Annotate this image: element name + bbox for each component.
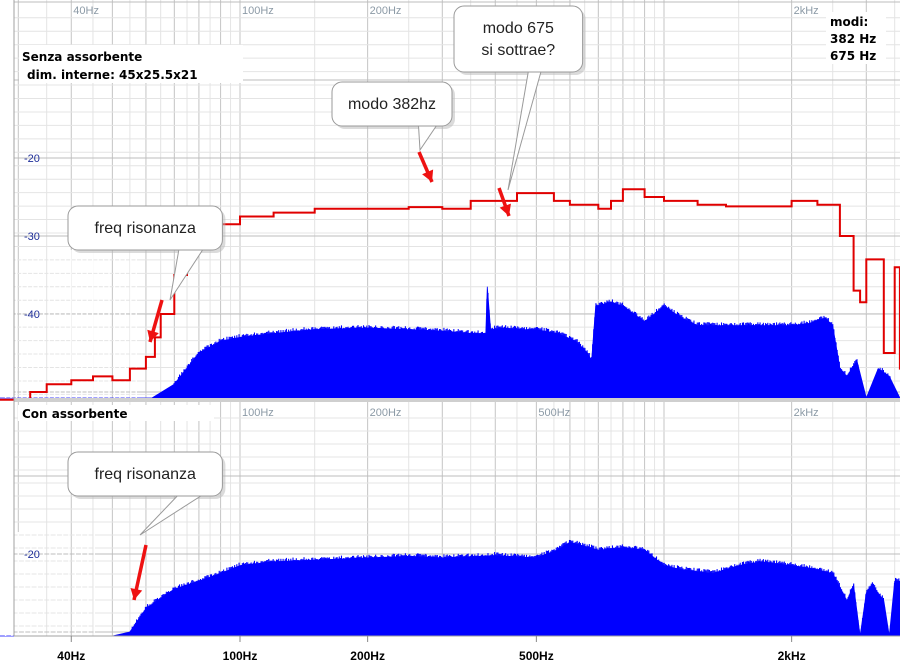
annotation-callout: freq risonanza — [67, 205, 226, 301]
top-panel-title: Senza assorbente — [22, 50, 142, 64]
x-axis-label: 500Hz — [519, 649, 554, 663]
x-axis-label: 100Hz — [223, 649, 258, 663]
callout-box — [67, 451, 223, 497]
top-panel-labels: Senza assorbente dim. interne: 45x25.5x2… — [19, 12, 886, 83]
legend-background — [826, 12, 886, 64]
annotation-callout: modo 382hz — [331, 81, 455, 152]
third-octave-response — [0, 188, 900, 401]
y-tick-label: -20 — [24, 549, 40, 561]
x-axis-label: 200Hz — [350, 649, 385, 663]
annotation-callout: modo 675 si sottrae? — [453, 5, 586, 191]
x-tick-label: 500Hz — [538, 407, 570, 419]
x-axis-label: 40Hz — [57, 649, 85, 663]
legend-entry-675: 675 Hz — [830, 49, 876, 63]
red-arrow-head — [499, 203, 511, 216]
top-panel-subtitle: dim. interne: 45x25.5x21 — [27, 68, 198, 82]
callout-text: freq risonanza — [95, 220, 196, 237]
x-tick-label: 2kHz — [794, 5, 819, 17]
callout-box — [453, 5, 584, 73]
y-tick-label: -40 — [24, 309, 40, 321]
y-tick-label: -20 — [24, 153, 40, 165]
callout-text: modo 382hz — [348, 96, 436, 113]
x-tick-label: 200Hz — [370, 5, 402, 17]
annotation-callout: freq risonanza — [67, 451, 226, 536]
callout-text: si sottrae? — [481, 42, 555, 59]
x-tick-label: 40Hz — [73, 5, 99, 17]
panel-separator — [14, 398, 900, 402]
bottom-panel-labels: Con assorbente — [18, 405, 214, 421]
x-axis-label: 2kHz — [778, 649, 806, 663]
bottom-panel-title: Con assorbente — [22, 407, 127, 421]
y-tick-label: -30 — [24, 231, 40, 243]
red-arrow-head — [130, 587, 143, 600]
callout-text: freq risonanza — [95, 466, 196, 483]
legend-title: modi: — [830, 15, 868, 29]
callout-box — [331, 81, 453, 127]
title-background — [19, 45, 243, 83]
bottom-title-background — [18, 405, 214, 421]
x-tick-label: 100Hz — [242, 407, 274, 419]
callout-text: modo 675 — [483, 20, 554, 37]
red-arrow-head — [422, 169, 434, 182]
x-tick-label: 100Hz — [242, 5, 274, 17]
x-tick-label: 2kHz — [794, 407, 819, 419]
x-tick-label: 200Hz — [370, 407, 402, 419]
legend-entry-382: 382 Hz — [830, 32, 876, 46]
red-arrow-head — [147, 329, 159, 342]
callout-box — [67, 205, 223, 251]
